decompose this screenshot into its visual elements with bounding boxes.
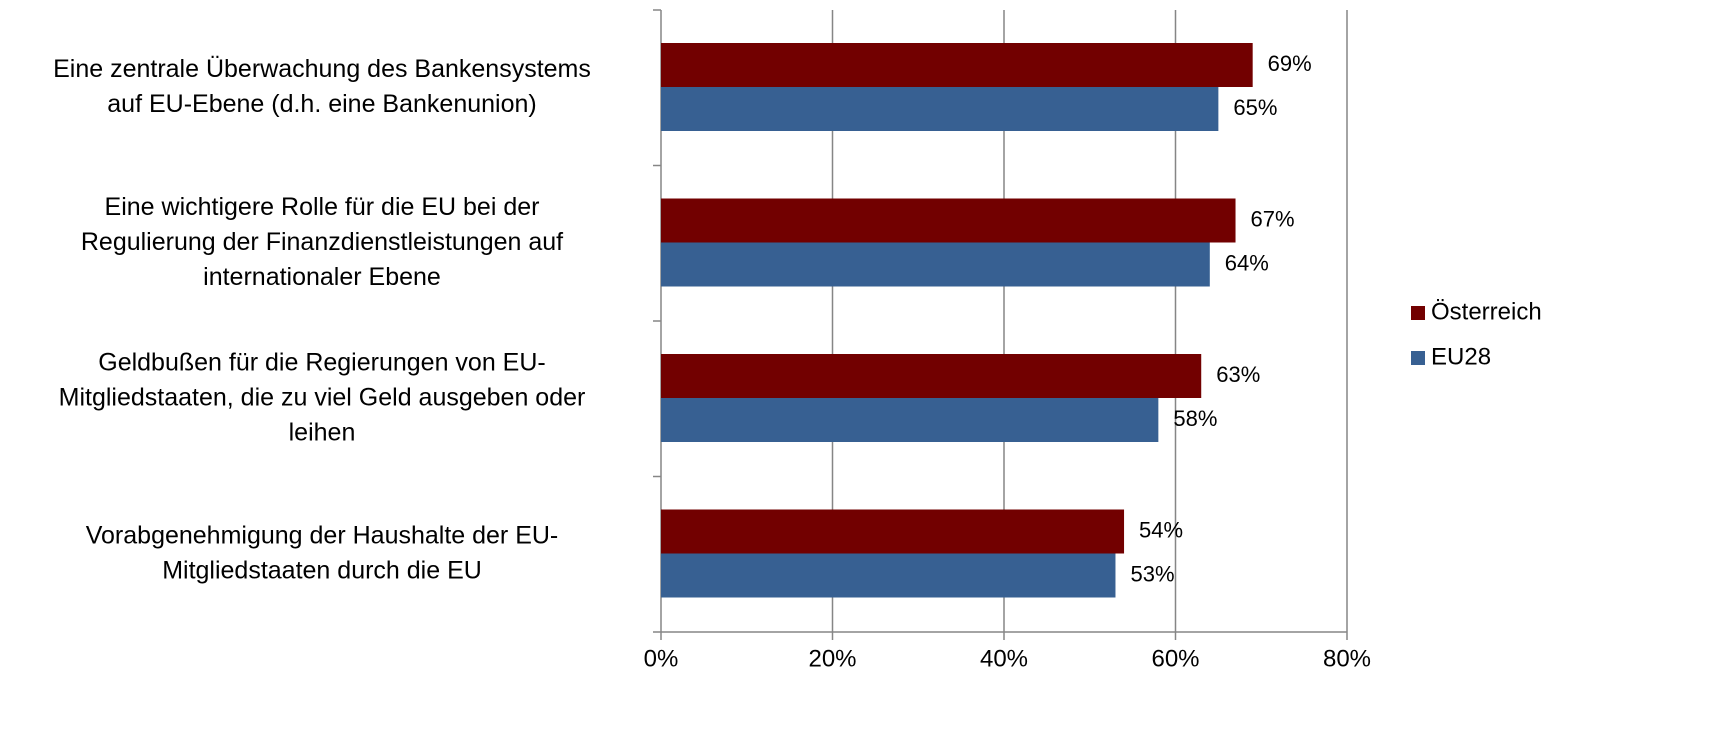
bar (661, 87, 1219, 131)
x-tick-label: 60% (1151, 645, 1199, 672)
bar (661, 398, 1159, 442)
legend-swatch (1411, 306, 1425, 320)
bar (661, 242, 1210, 287)
value-label: 67% (1251, 206, 1295, 231)
value-label: 64% (1225, 250, 1269, 275)
value-label: 63% (1216, 362, 1260, 387)
x-tick-label: 80% (1323, 645, 1371, 672)
value-label: 69% (1268, 51, 1312, 76)
bar (661, 509, 1125, 554)
category-label: Geldbußen für die Regierungen von EU- (98, 348, 546, 376)
category-label: auf EU-Ebene (d.h. eine Bankenunion) (107, 90, 536, 118)
category-label: leihen (289, 418, 356, 446)
legend-label: EU28 (1431, 343, 1491, 370)
category-label: Mitgliedstaaten durch die EU (162, 556, 482, 584)
category-label: Vorabgenehmigung der Haushalte der EU- (86, 521, 559, 549)
bar (661, 198, 1236, 243)
value-label: 54% (1139, 517, 1183, 542)
legend-swatch (1411, 351, 1425, 365)
category-label: Mitgliedstaaten, die zu viel Geld ausgeb… (59, 383, 586, 411)
x-tick-label: 20% (808, 645, 856, 672)
category-label: internationaler Ebene (203, 263, 441, 291)
value-label: 65% (1233, 95, 1277, 120)
bar (661, 43, 1253, 87)
category-label: Regulierung der Finanzdienstleistungen a… (81, 228, 563, 256)
category-label: Eine wichtigere Rolle für die EU bei der (105, 193, 540, 221)
value-label: 53% (1130, 561, 1174, 586)
bar (661, 354, 1202, 398)
legend-label: Österreich (1431, 298, 1542, 325)
bar (661, 553, 1116, 598)
x-tick-label: 0% (644, 645, 679, 672)
x-tick-label: 40% (980, 645, 1028, 672)
category-label: Eine zentrale Überwachung des Bankensyst… (53, 55, 591, 83)
value-label: 58% (1173, 406, 1217, 431)
